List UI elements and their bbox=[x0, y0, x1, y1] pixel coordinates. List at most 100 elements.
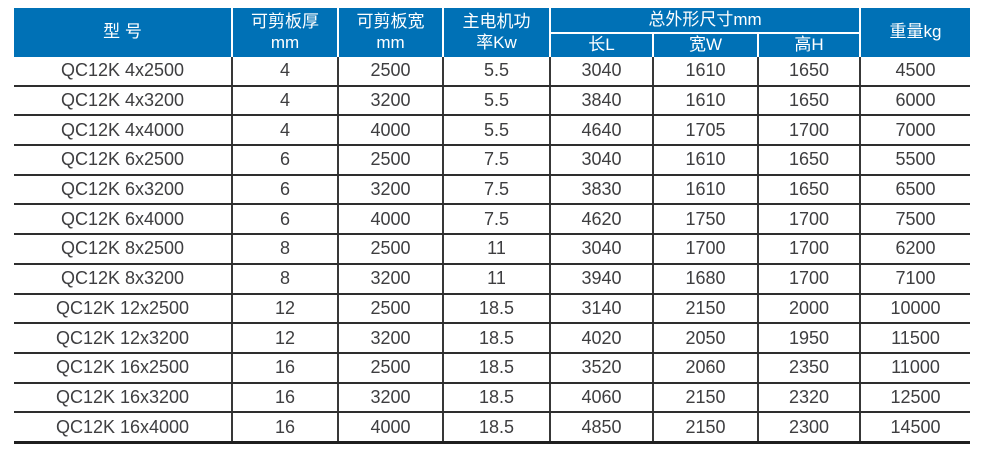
value-cell: 12500 bbox=[859, 382, 971, 414]
value-cell: 2500 bbox=[337, 293, 443, 325]
value-cell: 7000 bbox=[859, 115, 971, 147]
value-cell: 4 bbox=[231, 85, 338, 117]
value-cell: 4000 bbox=[337, 204, 443, 236]
value-cell: 2000 bbox=[756, 293, 861, 325]
table-row: QC12K 16x4000 16 4000 18.5 4850 2150 2300 14500 bbox=[14, 412, 971, 444]
value-cell: 1650 bbox=[756, 145, 861, 176]
col-header-thickness-line1: 可剪板厚 bbox=[251, 12, 319, 32]
value-cell: 1680 bbox=[652, 263, 758, 295]
value-cell: 3200 bbox=[337, 174, 443, 206]
value-cell: 16 bbox=[231, 412, 338, 444]
col-header-model-label: 型 号 bbox=[103, 22, 142, 42]
value-cell: 1650 bbox=[756, 85, 861, 117]
value-cell: 6 bbox=[231, 204, 338, 236]
model-cell: QC12K 16x4000 bbox=[14, 412, 232, 444]
value-cell: 2320 bbox=[756, 382, 861, 414]
value-cell: 8 bbox=[231, 234, 338, 265]
value-cell: 1700 bbox=[756, 204, 861, 236]
value-cell: 6 bbox=[231, 145, 338, 176]
value-cell: 2350 bbox=[756, 352, 861, 384]
value-cell: 7100 bbox=[859, 263, 971, 295]
table-row: QC12K 8x2500 8 2500 11 3040 1700 1700 6200 bbox=[14, 234, 971, 265]
col-header-width: 可剪板宽 mm bbox=[337, 8, 443, 57]
value-cell: 1650 bbox=[756, 57, 861, 87]
table-row: QC12K 12x2500 12 2500 18.5 3140 2150 2000 10000 bbox=[14, 293, 971, 325]
spec-table: 型 号 可剪板厚 mm 可剪板宽 mm 主电机功 率Kw 总外形尺寸mm 重量k… bbox=[14, 8, 971, 444]
value-cell: 4640 bbox=[549, 115, 653, 147]
model-cell: QC12K 4x4000 bbox=[14, 115, 232, 147]
col-header-length: 长L bbox=[549, 33, 653, 57]
value-cell: 2150 bbox=[652, 293, 758, 325]
value-cell: 3940 bbox=[549, 263, 653, 295]
value-cell: 2050 bbox=[652, 323, 758, 354]
table-row: QC12K 4x4000 4 4000 5.5 4640 1705 1700 7000 bbox=[14, 115, 971, 147]
col-header-thickness-line2: mm bbox=[270, 32, 300, 52]
model-cell: QC12K 8x3200 bbox=[14, 263, 232, 295]
model-cell: QC12K 6x4000 bbox=[14, 204, 232, 236]
value-cell: 4620 bbox=[549, 204, 653, 236]
model-cell: QC12K 8x2500 bbox=[14, 234, 232, 265]
col-header-width-line2: mm bbox=[376, 32, 405, 52]
value-cell: 1610 bbox=[652, 145, 758, 176]
value-cell: 6 bbox=[231, 174, 338, 206]
value-cell: 1650 bbox=[756, 174, 861, 206]
value-cell: 16 bbox=[231, 382, 338, 414]
value-cell: 4000 bbox=[337, 412, 443, 444]
value-cell: 1610 bbox=[652, 57, 758, 87]
col-header-weight: 重量kg bbox=[859, 8, 971, 57]
value-cell: 3040 bbox=[549, 57, 653, 87]
value-cell: 2500 bbox=[337, 57, 443, 87]
table-row: QC12K 6x2500 6 2500 7.5 3040 1610 1650 5500 bbox=[14, 145, 971, 176]
value-cell: 11500 bbox=[859, 323, 971, 354]
value-cell: 14500 bbox=[859, 412, 971, 444]
value-cell: 7.5 bbox=[442, 145, 550, 176]
value-cell: 6500 bbox=[859, 174, 971, 206]
value-cell: 18.5 bbox=[442, 412, 550, 444]
col-header-dimensions-group: 总外形尺寸mm bbox=[548, 8, 861, 34]
table-row: QC12K 16x3200 16 3200 18.5 4060 2150 2320 12500 bbox=[14, 382, 971, 414]
value-cell: 3520 bbox=[549, 352, 653, 384]
table-row: QC12K 12x3200 12 3200 18.5 4020 2050 1950 11500 bbox=[14, 323, 971, 354]
table-header: 型 号 可剪板厚 mm 可剪板宽 mm 主电机功 率Kw 总外形尺寸mm 重量k… bbox=[14, 8, 971, 57]
value-cell: 4020 bbox=[549, 323, 653, 354]
value-cell: 3200 bbox=[337, 85, 443, 117]
value-cell: 4 bbox=[231, 115, 338, 147]
table-row: QC12K 6x4000 6 4000 7.5 4620 1750 1700 7500 bbox=[14, 204, 971, 236]
value-cell: 7500 bbox=[859, 204, 971, 236]
value-cell: 2300 bbox=[756, 412, 861, 444]
value-cell: 4 bbox=[231, 57, 338, 87]
model-cell: QC12K 4x2500 bbox=[14, 57, 232, 87]
value-cell: 5.5 bbox=[442, 115, 550, 147]
value-cell: 10000 bbox=[859, 293, 971, 325]
value-cell: 18.5 bbox=[442, 323, 550, 354]
col-header-power: 主电机功 率Kw bbox=[442, 8, 550, 57]
value-cell: 3200 bbox=[337, 382, 443, 414]
value-cell: 4000 bbox=[337, 115, 443, 147]
value-cell: 18.5 bbox=[442, 382, 550, 414]
value-cell: 1610 bbox=[652, 85, 758, 117]
value-cell: 12 bbox=[231, 323, 338, 354]
value-cell: 16 bbox=[231, 352, 338, 384]
value-cell: 1705 bbox=[652, 115, 758, 147]
value-cell: 1950 bbox=[756, 323, 861, 354]
table-row: QC12K 6x3200 6 3200 7.5 3830 1610 1650 6500 bbox=[14, 174, 971, 206]
col-header-height: 高H bbox=[756, 33, 861, 57]
value-cell: 5500 bbox=[859, 145, 971, 176]
value-cell: 5.5 bbox=[442, 57, 550, 87]
value-cell: 3040 bbox=[549, 145, 653, 176]
header-row-2: 长L 宽W 高H bbox=[14, 33, 970, 57]
value-cell: 7.5 bbox=[442, 204, 550, 236]
value-cell: 1700 bbox=[756, 263, 861, 295]
value-cell: 2150 bbox=[652, 412, 758, 444]
value-cell: 3830 bbox=[549, 174, 653, 206]
value-cell: 4500 bbox=[859, 57, 971, 87]
value-cell: 3140 bbox=[549, 293, 653, 325]
table-row: QC12K 16x2500 16 2500 18.5 3520 2060 2350 11000 bbox=[14, 352, 971, 384]
value-cell: 3040 bbox=[549, 234, 653, 265]
value-cell: 2060 bbox=[652, 352, 758, 384]
value-cell: 4060 bbox=[549, 382, 653, 414]
col-header-thickness: 可剪板厚 mm bbox=[231, 8, 338, 57]
col-header-dim-width: 宽W bbox=[652, 33, 758, 57]
value-cell: 2500 bbox=[337, 234, 443, 265]
